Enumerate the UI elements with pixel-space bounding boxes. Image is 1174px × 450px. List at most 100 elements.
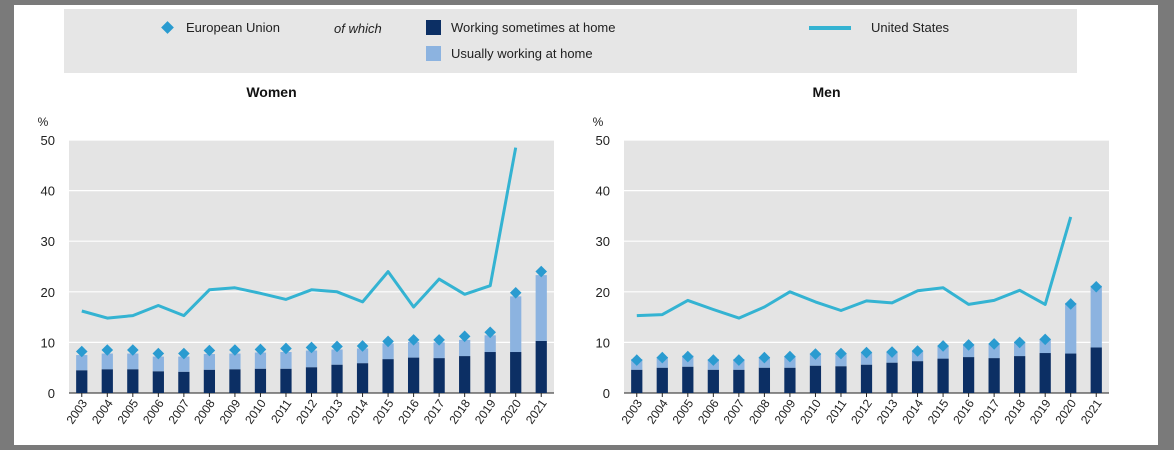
men-x-tick-label: 2021 — [1078, 396, 1105, 426]
men-bar-sometimes — [988, 358, 1000, 393]
women-x-tick-label: 2014 — [344, 396, 371, 426]
men-x-tick-label: 2007 — [721, 396, 748, 426]
women-bar-usually — [127, 353, 139, 370]
women-eu-marker — [433, 334, 445, 346]
women-bar-usually — [178, 356, 190, 372]
men-y-tick-label: 0 — [603, 386, 610, 401]
men-x-tick-label: 2015 — [925, 396, 952, 426]
women-bar-sometimes — [535, 340, 547, 393]
women-bar-usually — [280, 352, 292, 369]
women-bar-usually — [331, 349, 343, 365]
legend-item-eu: European Union — [161, 20, 280, 35]
women-bar-usually — [254, 352, 267, 369]
women-bar-usually — [407, 341, 420, 358]
women-x-tick-label: 2007 — [166, 396, 193, 426]
men-eu-marker — [1090, 280, 1103, 293]
men-eu-marker — [809, 348, 822, 360]
men-x-tick-label: 2013 — [874, 396, 901, 426]
women-eu-marker — [127, 344, 139, 356]
women-eu-marker — [305, 341, 318, 354]
women-bar-sometimes — [484, 352, 496, 393]
women-y-tick-label: 30 — [41, 234, 55, 249]
women-x-tick-label: 2013 — [319, 396, 346, 426]
women-eu-marker — [356, 340, 369, 352]
women-eu-marker — [407, 334, 420, 346]
men-bar-sometimes — [886, 362, 898, 393]
women-y-tick-label: 50 — [41, 133, 55, 148]
men-x-tick-label: 2008 — [746, 396, 773, 426]
men-x-tick-label: 2017 — [976, 396, 1003, 426]
men-eu-marker — [656, 351, 669, 364]
men-x-tick-label: 2009 — [772, 396, 799, 426]
women-eu-marker — [458, 330, 471, 343]
men-x-tick-label: 2005 — [669, 396, 696, 426]
men-y-tick-label: 10 — [596, 335, 610, 350]
men-bar-sometimes — [682, 366, 694, 393]
men-bar-sometimes — [1014, 356, 1026, 393]
men-bar-usually — [860, 353, 873, 365]
women-y-unit: % — [38, 115, 49, 129]
women-x-tick-label: 2021 — [523, 396, 550, 426]
men-bar-sometimes — [937, 358, 949, 393]
legend-label-usually: Usually working at home — [451, 46, 593, 61]
men-eu-marker — [630, 354, 643, 366]
men-bar-sometimes — [1065, 353, 1077, 393]
men-eu-marker — [835, 347, 847, 360]
legend-item-us: United States — [809, 20, 949, 35]
men-eu-marker — [962, 339, 975, 351]
women-x-tick-label: 2006 — [140, 396, 167, 426]
women-bar-sometimes — [280, 368, 292, 393]
men-bar-sometimes — [1039, 353, 1051, 393]
men-y-tick-label: 30 — [596, 234, 610, 249]
women-bar-sometimes — [152, 371, 164, 393]
men-x-tick-label: 2006 — [695, 396, 722, 426]
women-x-tick-label: 2017 — [421, 396, 448, 426]
women-bar-usually — [535, 275, 547, 341]
women-bar-sometimes — [510, 352, 522, 393]
legend-item-sometimes: Working sometimes at home — [426, 20, 616, 35]
men-bar-sometimes — [809, 365, 822, 393]
women-x-tick-label: 2018 — [446, 396, 473, 426]
women-bar-sometimes — [127, 369, 139, 393]
women-x-tick-label: 2020 — [497, 396, 524, 426]
women-bar-sometimes — [331, 364, 343, 393]
women-eu-marker — [101, 344, 114, 356]
chart-men: Men%010203040502003200420052006200720082… — [593, 84, 1109, 427]
women-eu-marker — [75, 345, 88, 358]
women-bar-usually — [305, 350, 318, 368]
men-bar-usually — [1039, 338, 1051, 354]
men-x-tick-label: 2012 — [848, 396, 875, 426]
men-bar-sometimes — [631, 369, 643, 393]
men-bar-sometimes — [733, 369, 745, 393]
women-eu-marker — [152, 347, 165, 360]
men-bar-usually — [1065, 302, 1077, 354]
women-eu-marker — [229, 344, 241, 356]
men-bar-sometimes — [860, 364, 873, 393]
legend: European Union of which Working sometime… — [64, 9, 1077, 73]
women-eu-marker — [331, 340, 343, 353]
men-x-tick-label: 2018 — [1001, 396, 1028, 426]
women-x-tick-label: 2010 — [242, 396, 269, 426]
men-bar-sometimes — [784, 367, 796, 393]
men-bar-sometimes — [911, 361, 924, 393]
men-eu-marker — [886, 346, 898, 358]
women-bar-usually — [203, 354, 216, 370]
legend-label-sometimes: Working sometimes at home — [451, 20, 616, 35]
women-x-tick-label: 2016 — [395, 396, 422, 426]
women-bar-sometimes — [305, 367, 318, 393]
women-x-tick-label: 2011 — [268, 396, 294, 425]
women-bar-sometimes — [101, 369, 113, 393]
women-bar-sometimes — [178, 371, 190, 393]
women-eu-marker — [203, 344, 216, 357]
women-x-tick-label: 2019 — [472, 396, 499, 426]
women-x-tick-label: 2008 — [191, 396, 218, 426]
men-bar-sometimes — [758, 367, 771, 393]
women-y-tick-label: 0 — [48, 386, 55, 401]
men-x-tick-label: 2004 — [644, 396, 671, 426]
men-eu-marker — [707, 354, 720, 366]
men-y-tick-label: 20 — [596, 285, 610, 300]
legend-label-of-which: of which — [334, 21, 382, 36]
men-x-tick-label: 2011 — [823, 396, 849, 425]
men-eu-marker — [937, 340, 949, 352]
women-x-tick-label: 2012 — [293, 396, 320, 426]
